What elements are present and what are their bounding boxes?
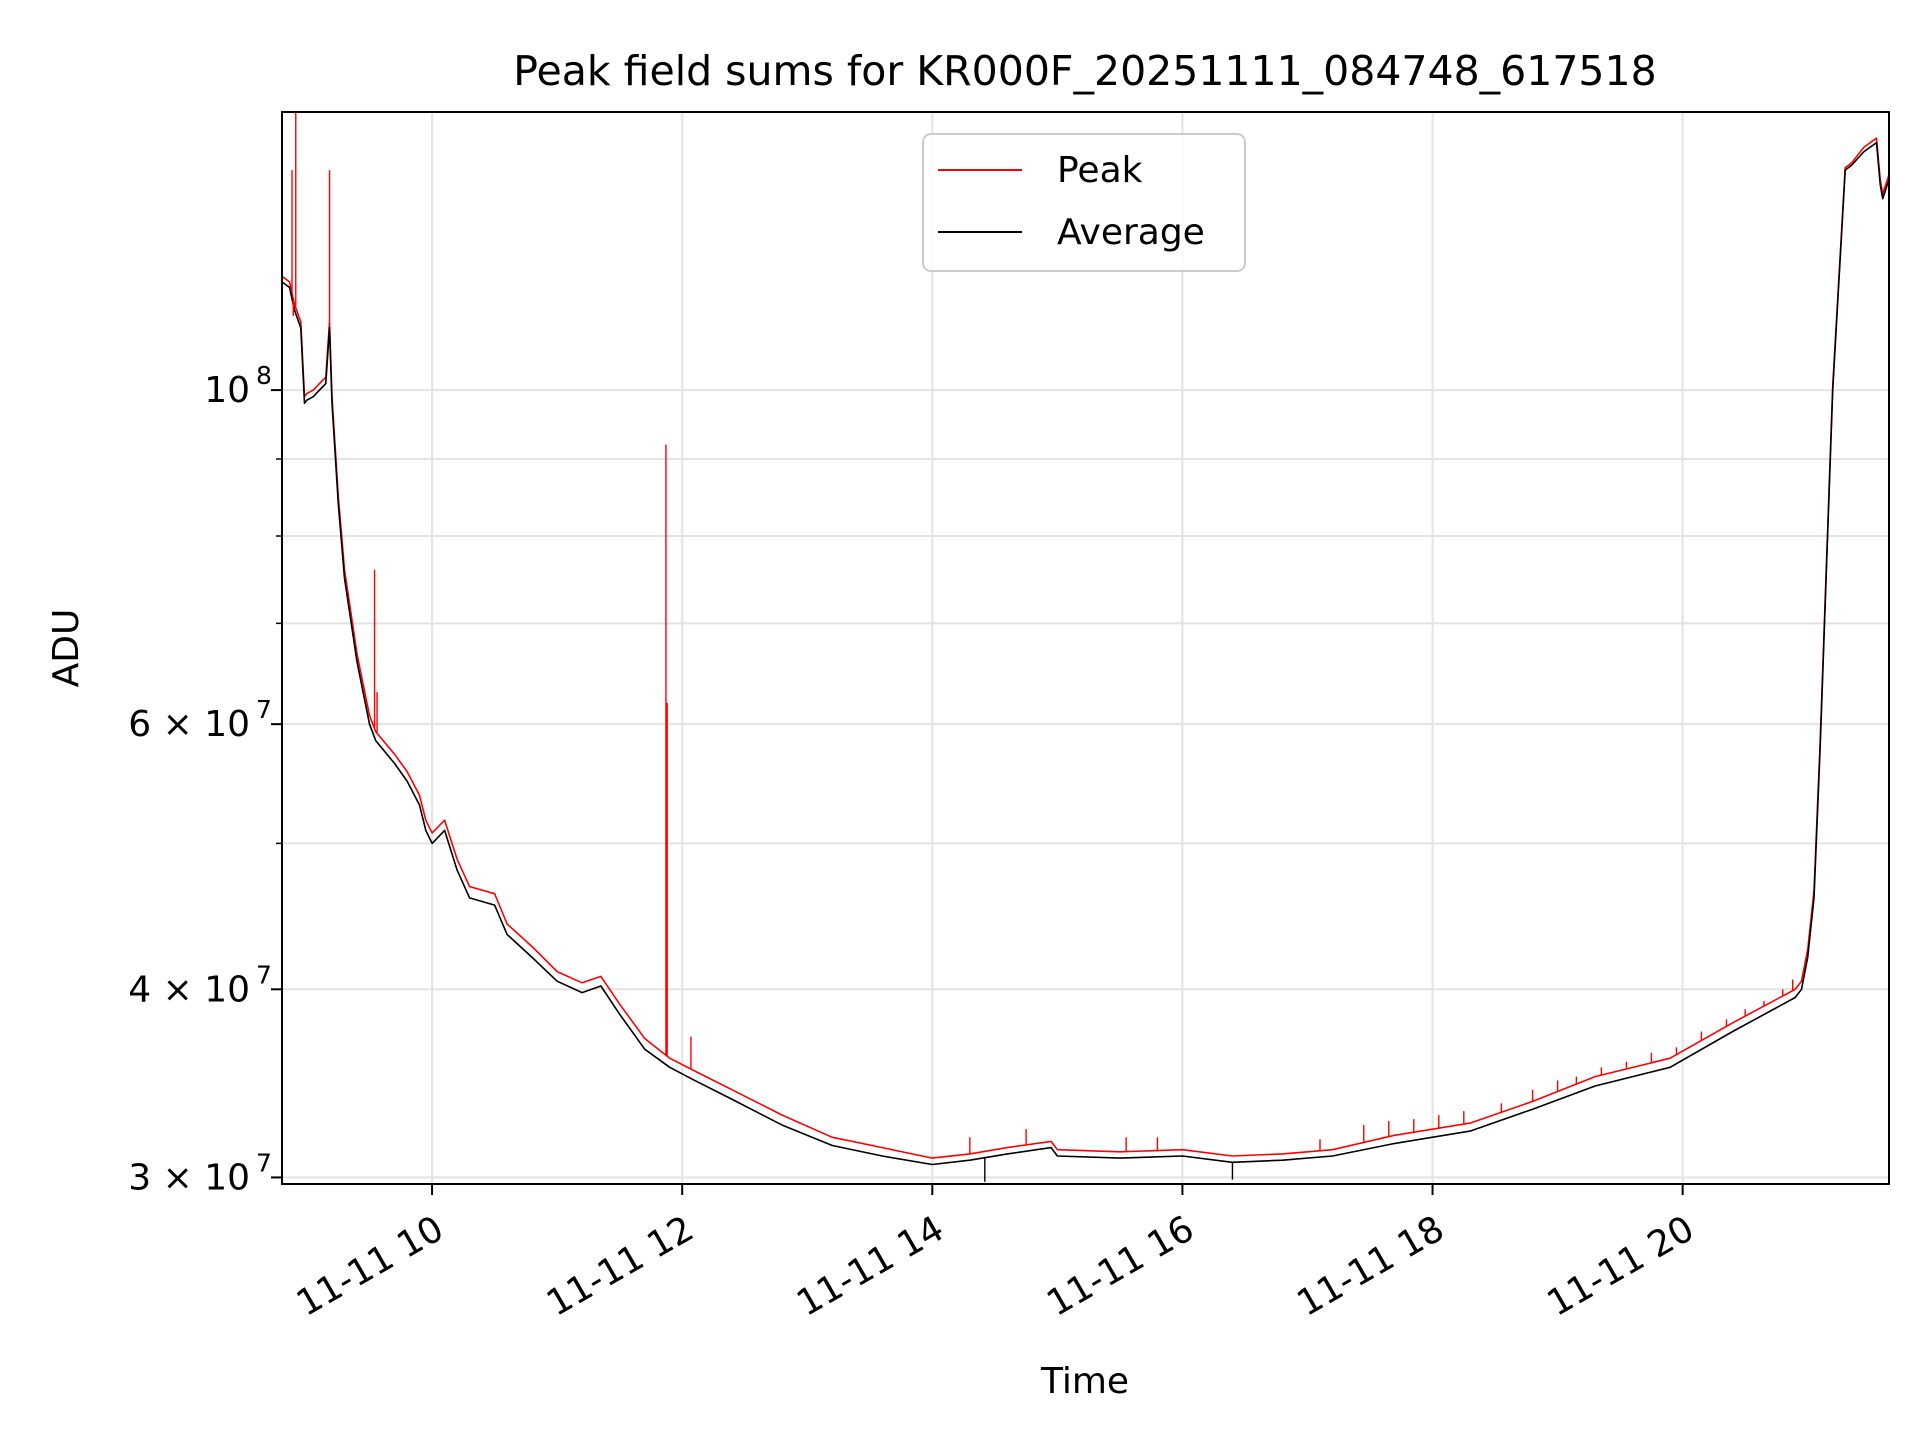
plot-frame xyxy=(281,111,1890,1185)
legend-box xyxy=(922,133,1246,272)
y-tick-label-0: 3 × 10 xyxy=(128,1157,250,1198)
x-tick-label-4: 11-11 18 xyxy=(1290,1208,1451,1324)
legend: Peak Average xyxy=(922,133,1246,272)
legend-label-average: Average xyxy=(1057,212,1205,253)
series-line-peak xyxy=(281,137,1890,1159)
y-axis-label: ADU xyxy=(46,609,87,688)
y-tick-label-2: 6 × 10 xyxy=(128,704,250,745)
x-tick-label-0: 11-11 10 xyxy=(290,1208,451,1324)
x-tick-label-5: 11-11 20 xyxy=(1540,1208,1701,1324)
chart-title: Peak field sums for KR000F_20251111_0847… xyxy=(513,47,1656,95)
x-tick-label-2: 11-11 14 xyxy=(790,1208,951,1324)
y-tick-label-3: 10 xyxy=(204,370,250,411)
grid-layer xyxy=(282,112,1889,1184)
x-tick-label-1: 11-11 12 xyxy=(540,1208,701,1324)
x-tick-label-3: 11-11 16 xyxy=(1040,1208,1201,1324)
y-tick-label-1: 4 × 10 xyxy=(128,969,250,1010)
y-tick-exponent-2: 7 xyxy=(256,695,272,724)
data-layer xyxy=(281,112,1890,1182)
legend-label-peak: Peak xyxy=(1057,150,1143,191)
y-tick-exponent-1: 7 xyxy=(256,960,272,989)
y-tick-exponent-0: 7 xyxy=(256,1148,272,1177)
x-axis-label: Time xyxy=(1040,1361,1129,1402)
series-line-average xyxy=(281,141,1890,1166)
y-tick-exponent-3: 8 xyxy=(256,361,272,390)
